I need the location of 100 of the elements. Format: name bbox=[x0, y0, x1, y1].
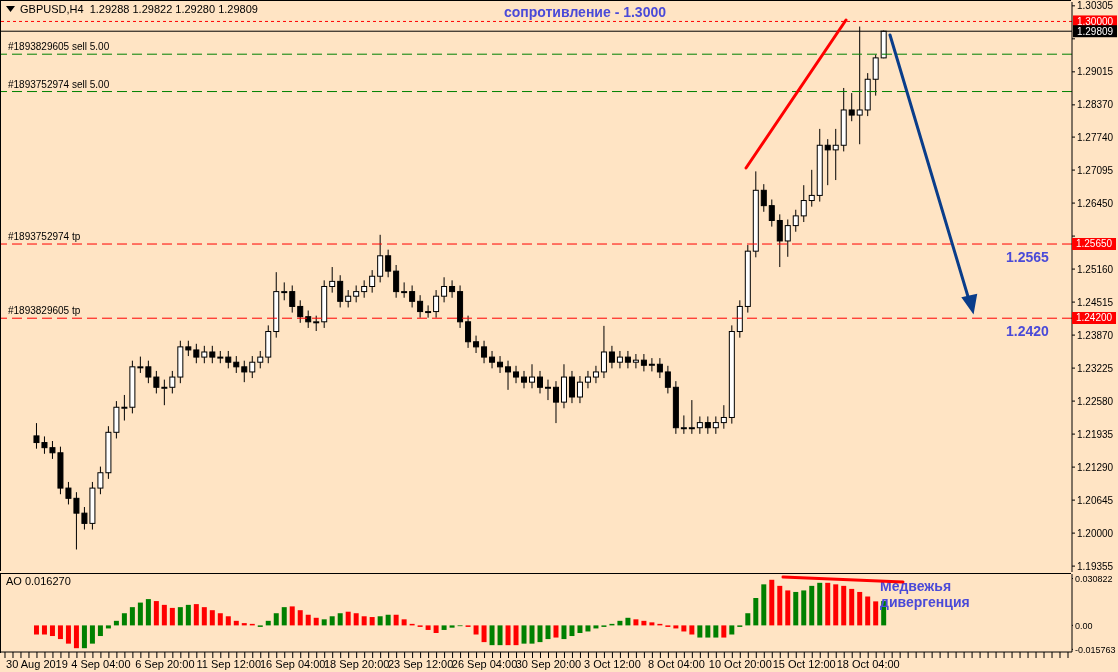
bar bbox=[633, 619, 639, 626]
bar bbox=[297, 610, 303, 626]
candlestick bbox=[337, 274, 344, 308]
candlestick bbox=[808, 169, 815, 208]
y-tick-label: 1.25160 bbox=[1077, 263, 1114, 275]
candlestick bbox=[688, 399, 695, 435]
x-tick-label: 26 Sep 04:00 bbox=[451, 657, 518, 670]
bar bbox=[489, 625, 495, 646]
candlestick bbox=[409, 284, 416, 308]
y-tick-label: 1.28370 bbox=[1077, 99, 1114, 111]
candlestick bbox=[537, 370, 543, 394]
candlestick bbox=[784, 218, 791, 258]
bar bbox=[289, 606, 295, 626]
x-tick-label: 23 Sep 12:00 bbox=[387, 657, 454, 670]
bar bbox=[273, 613, 279, 626]
candlestick bbox=[433, 289, 440, 319]
y-tick-label: 1.29015 bbox=[1077, 66, 1114, 78]
y-tick-label: 1.27740 bbox=[1077, 131, 1114, 143]
ref-line-label: #1893829605 sell 5.00 bbox=[8, 41, 110, 53]
ref-line-label: #1893752974 tp bbox=[8, 231, 81, 243]
candlestick bbox=[449, 279, 456, 299]
candlestick bbox=[632, 353, 639, 369]
bar bbox=[481, 625, 487, 643]
annotation: 1.2420 bbox=[1005, 323, 1050, 339]
candlestick bbox=[800, 184, 807, 223]
x-tick-label: 11 Sep 12:00 bbox=[196, 657, 262, 670]
bar bbox=[121, 613, 127, 626]
bar bbox=[185, 604, 191, 626]
candlestick bbox=[616, 350, 623, 369]
bar bbox=[377, 616, 383, 626]
candlestick bbox=[505, 360, 512, 391]
y-tick-label: 0.00 bbox=[1075, 620, 1093, 631]
x-tick-label: 16 Sep 04:00 bbox=[260, 657, 326, 670]
bar bbox=[553, 625, 559, 638]
y-tick-label: 1.21290 bbox=[1077, 461, 1114, 473]
candlestick bbox=[385, 249, 392, 278]
y-tick-label: 1.26450 bbox=[1077, 197, 1114, 209]
candlestick bbox=[513, 365, 520, 384]
ref-line-label: #1893752974 sell 5.00 bbox=[8, 78, 110, 90]
bar bbox=[569, 625, 575, 637]
candlestick bbox=[497, 355, 504, 374]
bar bbox=[201, 607, 207, 626]
annotation: сопротивление - 1.3000 bbox=[502, 4, 667, 20]
bar bbox=[305, 614, 311, 626]
bar bbox=[57, 625, 63, 640]
candlestick bbox=[872, 54, 879, 97]
bar bbox=[177, 607, 183, 626]
y-tick-label: 1.22580 bbox=[1077, 395, 1114, 407]
y-tick-label: 0.030822 bbox=[1075, 573, 1113, 584]
y-tick-label: 1.30305 bbox=[1077, 0, 1114, 12]
bar bbox=[705, 625, 711, 638]
x-tick-label: 10 Oct 20:00 bbox=[708, 657, 772, 670]
bar bbox=[505, 625, 511, 646]
bar bbox=[401, 619, 407, 626]
bar bbox=[217, 613, 223, 626]
candlestick bbox=[696, 415, 703, 435]
y-tick-label: 1.19355 bbox=[1077, 560, 1114, 572]
chart-title: GBPUSD,H4 1.29288 1.29822 1.29280 1.29809 bbox=[20, 3, 258, 15]
bar bbox=[529, 625, 535, 644]
candlestick bbox=[584, 370, 591, 389]
bar bbox=[801, 590, 807, 626]
bar bbox=[545, 625, 551, 640]
bar bbox=[337, 613, 343, 626]
bar bbox=[137, 602, 143, 626]
candlestick bbox=[329, 266, 336, 294]
bar bbox=[849, 588, 855, 626]
bar bbox=[817, 582, 823, 626]
bar bbox=[385, 614, 391, 626]
bar bbox=[769, 579, 775, 626]
annotation: Медвежья дивергенция bbox=[880, 578, 971, 610]
y-tick-label: 1.27095 bbox=[1077, 164, 1114, 176]
x-tick-label: 6 Sep 20:00 bbox=[135, 657, 195, 670]
candlestick bbox=[241, 360, 248, 383]
text: 1.24200 bbox=[1072, 312, 1116, 324]
candlestick bbox=[760, 183, 767, 213]
candlestick bbox=[768, 199, 775, 228]
bar bbox=[473, 625, 479, 635]
bar bbox=[153, 601, 159, 626]
bar bbox=[721, 625, 727, 638]
candlestick bbox=[624, 350, 631, 369]
annotation: 1.2565 bbox=[1005, 249, 1050, 265]
bar bbox=[241, 623, 247, 626]
bar bbox=[433, 625, 439, 633]
bar bbox=[865, 596, 871, 626]
bar bbox=[393, 614, 399, 626]
bar bbox=[857, 591, 863, 626]
bar bbox=[145, 599, 151, 626]
bar bbox=[625, 617, 631, 626]
bar bbox=[777, 585, 783, 626]
candlestick bbox=[377, 234, 384, 283]
bar bbox=[105, 625, 111, 629]
bar bbox=[369, 617, 375, 626]
bar bbox=[49, 625, 55, 637]
candlestick bbox=[417, 294, 424, 319]
bar bbox=[793, 591, 799, 626]
bar bbox=[281, 607, 287, 626]
bar bbox=[73, 625, 79, 649]
candlestick bbox=[297, 299, 304, 324]
bar bbox=[449, 625, 455, 628]
y-tick-label: 1.23225 bbox=[1077, 362, 1114, 374]
